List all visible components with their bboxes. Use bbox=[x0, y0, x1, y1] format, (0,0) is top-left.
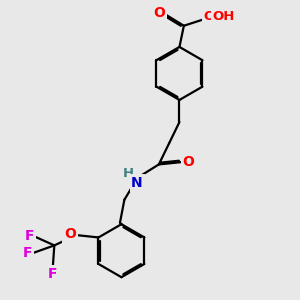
Text: F: F bbox=[25, 229, 34, 243]
Text: O: O bbox=[153, 6, 165, 20]
Text: O: O bbox=[64, 227, 76, 241]
Text: O: O bbox=[204, 11, 215, 23]
Text: OH: OH bbox=[213, 11, 235, 23]
Text: H: H bbox=[123, 167, 134, 180]
Text: N: N bbox=[131, 176, 143, 190]
Text: F: F bbox=[22, 246, 32, 260]
Text: O: O bbox=[182, 155, 194, 169]
Text: F: F bbox=[48, 267, 58, 281]
Text: OH: OH bbox=[206, 11, 229, 23]
